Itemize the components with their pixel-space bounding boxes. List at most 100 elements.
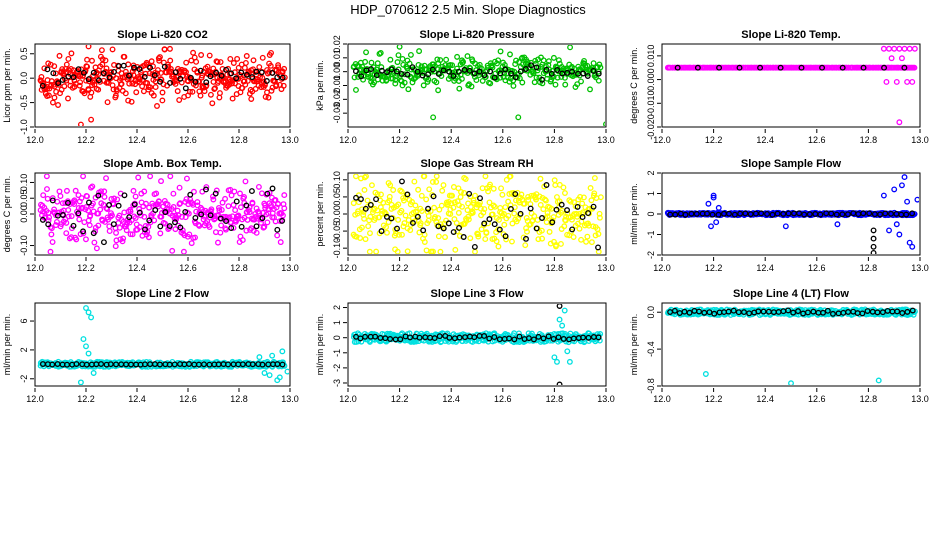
data-point [178,213,185,220]
data-point [146,70,153,77]
data-point [232,207,239,214]
data-point [453,220,460,226]
data-point [350,200,357,207]
points-layer [664,45,918,126]
data-point [431,335,438,342]
data-point [596,61,603,68]
data-point [466,67,473,74]
data-point [780,210,787,217]
outlier-point [515,114,522,121]
data-point [242,178,249,185]
y-tick-label: -0.02 [332,89,342,110]
data-point [407,334,414,341]
x-tick-label: 12.2 [77,135,95,145]
data-point [507,51,513,58]
data-point [443,56,450,63]
data-point [186,361,193,367]
data-point [531,213,538,220]
x-tick-label: 12.2 [391,263,409,273]
data-point [590,203,597,210]
data-point [131,201,138,208]
data-point [203,186,209,193]
data-point [75,66,82,73]
data-point [423,196,430,203]
data-point [80,228,86,235]
data-point [552,81,559,88]
data-point [156,361,163,368]
data-point [569,226,576,233]
data-point [503,176,510,183]
data-point [218,222,225,229]
data-point [418,63,425,70]
data-point [174,88,181,95]
data-point [472,192,479,199]
data-point [899,310,906,316]
y-tick-label: -0.10 [19,235,29,256]
data-point [77,73,84,79]
data-point [239,361,246,368]
data-point [253,229,260,236]
data-point [253,68,260,75]
data-point [167,57,174,64]
data-point [449,192,456,199]
y-tick-label: 0.05 [332,188,342,206]
data-point [275,201,282,208]
data-point [588,239,595,246]
data-point [142,223,149,229]
data-point [51,206,58,213]
data-point [273,81,280,88]
data-point [871,211,878,218]
x-tick-label: 12.4 [442,263,460,273]
data-point [141,188,148,195]
data-point [274,226,281,233]
panel-title: Slope Li-820 Temp. [741,29,840,41]
data-point [72,187,79,194]
y-tick-label: 0.00 [19,205,29,223]
data-point [156,54,163,60]
data-point [475,231,481,238]
data-point [269,69,276,76]
data-point [833,211,840,218]
data-point [253,223,260,230]
data-point [45,92,52,99]
data-point [450,72,457,79]
data-point [587,86,593,93]
data-point [452,246,459,253]
x-tick-label: 13.0 [281,263,299,273]
data-point [495,243,502,250]
y-tick-label: 0.01 [332,49,342,67]
x-tick-label: 12.4 [442,135,460,145]
data-point [169,247,176,254]
data-point [187,74,194,81]
data-point [52,70,59,77]
data-point [445,199,452,205]
data-point [457,194,464,201]
data-point [228,192,235,199]
data-point [235,64,242,71]
data-point [404,191,411,198]
data-point [102,57,109,64]
data-point [388,215,395,222]
data-point [207,91,214,98]
outlier-point [88,314,95,321]
data-point [674,64,681,71]
data-point [246,209,253,216]
data-point [431,204,438,211]
outlier-point [276,374,283,381]
panel-title: Slope Line 4 (LT) Flow [733,288,849,300]
data-point [451,199,458,206]
data-point [166,223,173,230]
outlier-point [834,221,841,228]
data-point [176,97,183,103]
data-point [405,86,412,93]
data-point [378,191,384,198]
x-tick-label: 12.2 [391,135,409,145]
data-point [539,80,546,87]
data-point [413,212,420,219]
points-layer [37,305,289,385]
data-point [214,59,221,65]
data-point [682,211,689,218]
data-point [411,178,418,185]
data-point [395,52,402,59]
data-point [281,65,288,72]
